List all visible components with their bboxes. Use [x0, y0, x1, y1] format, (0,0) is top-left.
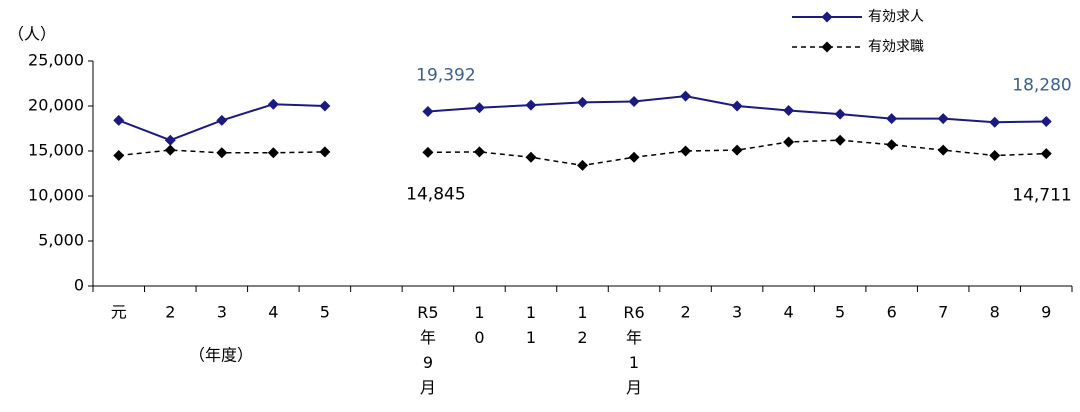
legend-label: 有効求人: [868, 9, 924, 25]
x-tick-label: R6 年 1 月: [623, 303, 644, 397]
legend-marker: [821, 11, 833, 23]
value-label: 18,280: [1012, 75, 1071, 95]
point: [834, 134, 846, 146]
point: [113, 150, 125, 161]
point: [267, 98, 279, 110]
x-tick-label: 元: [111, 303, 127, 322]
point: [216, 147, 228, 159]
legend-marker: [821, 41, 833, 53]
point: [473, 146, 485, 158]
y-tick-label: 5,000: [38, 231, 84, 250]
point: [731, 100, 743, 112]
x-tick-label: 6: [887, 303, 897, 322]
point: [267, 147, 279, 159]
point: [628, 96, 640, 107]
point: [783, 105, 795, 116]
point: [937, 144, 949, 156]
point: [525, 151, 537, 163]
y-tick-label: 20,000: [28, 96, 84, 115]
point: [525, 99, 537, 111]
point: [886, 139, 898, 151]
point: [731, 144, 743, 156]
legend-label: 有効求職: [868, 39, 924, 55]
x-tick-label: 8: [990, 303, 1000, 322]
x-tick-label: 2: [680, 303, 690, 322]
x-tick-label: 5: [835, 303, 845, 322]
point: [783, 136, 795, 148]
x-tick-label: 7: [938, 303, 948, 322]
point: [937, 113, 949, 125]
point: [113, 114, 125, 126]
point: [834, 108, 846, 120]
x-tick-label: R5 年 9 月: [417, 303, 438, 397]
point: [577, 96, 588, 108]
x-tick-label: 9: [1041, 303, 1051, 322]
point: [319, 146, 331, 158]
y-tick-label: 25,000: [28, 51, 84, 70]
point: [989, 150, 1001, 161]
point: [473, 102, 485, 114]
point: [422, 146, 434, 158]
y-tick-label: 15,000: [28, 141, 84, 160]
point: [422, 105, 434, 117]
point: [216, 114, 228, 126]
x-group-label: （年度）: [189, 346, 253, 365]
point: [577, 159, 588, 171]
x-tick-label: 2: [165, 303, 175, 322]
value-label: 19,392: [416, 65, 475, 85]
point: [680, 90, 692, 102]
y-tick-label: 0: [74, 276, 84, 295]
value-label: 14,711: [1012, 186, 1071, 206]
y-unit-label: （人）: [8, 25, 56, 44]
point: [164, 144, 176, 156]
point: [989, 116, 1001, 128]
point: [886, 113, 898, 125]
point: [1040, 115, 1052, 127]
x-tick-label: 3: [217, 303, 227, 322]
point: [680, 145, 692, 157]
value-label: 14,845: [406, 184, 465, 204]
x-tick-label: 4: [268, 303, 278, 322]
x-tick-label: 5: [320, 303, 330, 322]
point: [628, 151, 640, 163]
y-tick-label: 10,000: [28, 186, 84, 205]
point: [319, 100, 331, 112]
x-tick-label: 3: [732, 303, 742, 322]
point: [164, 134, 176, 146]
point: [1040, 148, 1052, 160]
x-tick-label: 4: [784, 303, 794, 322]
